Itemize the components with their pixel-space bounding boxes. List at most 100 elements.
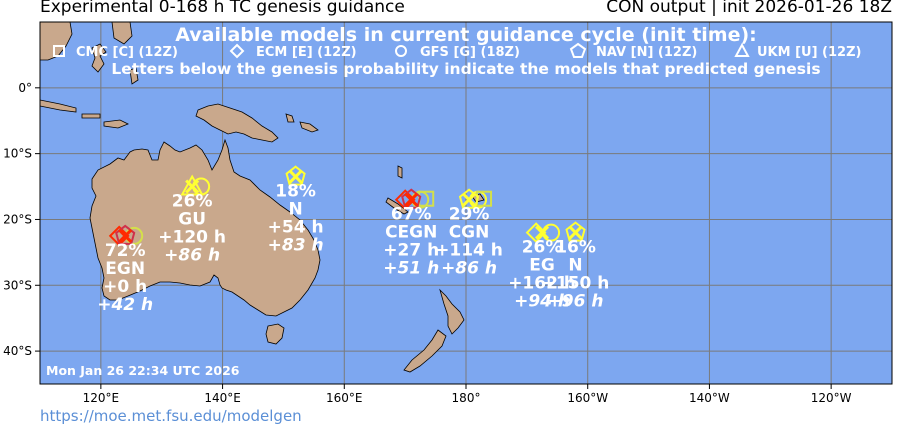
genesis-probability: 16% [555, 238, 596, 258]
moluccas [129, 67, 139, 85]
nav-marker [285, 165, 306, 186]
genesis-x-marker [535, 225, 550, 240]
genesis-system: 16%N+150 h+96 h [542, 221, 610, 312]
tasmania [265, 323, 285, 345]
x-tick-label: 180° [452, 391, 481, 405]
x-axis-ticks: 120°E 140°E 160°E 180° 160°W 140°W 120°W [83, 384, 852, 405]
x-tick-label: 140°E [204, 391, 241, 405]
nz-north [439, 288, 465, 335]
y-tick-label: 40°S [3, 344, 32, 358]
java [40, 99, 77, 113]
legend-item-nav: NAV [N] (12Z) [569, 42, 697, 60]
bougainville [285, 113, 295, 123]
genesis-time-mean: +83 h [268, 236, 324, 256]
genesis-probability: 72% [105, 241, 146, 261]
x-tick-label: 120°E [83, 391, 120, 405]
genesis-models: GU [178, 210, 206, 230]
x-tick-label: 140°W [689, 391, 730, 405]
svg-text:ECM [E] (12Z): ECM [E] (12Z) [256, 45, 357, 60]
grid-lines [40, 22, 892, 384]
genesis-system: 72%EGN+0 h+42 h [97, 224, 153, 315]
svg-text:UKM [U] (12Z): UKM [U] (12Z) [757, 45, 861, 60]
genesis-x-marker [568, 225, 583, 240]
y-tick-label: 30°S [3, 278, 32, 292]
flores [81, 113, 101, 119]
genesis-x-marker [461, 192, 477, 207]
solomon-islands [299, 121, 319, 133]
y-axis-ticks: 0° 10°S 20°S 30°S 40°S [3, 81, 40, 358]
genesis-time: +54 h [268, 218, 324, 238]
x-tick-label: 160°E [326, 391, 363, 405]
genesis-time: +114 h [435, 241, 503, 261]
genesis-x-marker [118, 228, 133, 243]
svg-text:CMC [C] (12Z): CMC [C] (12Z) [76, 45, 178, 60]
australia [89, 138, 321, 317]
genesis-system: 18%N+54 h+83 h [268, 165, 324, 256]
legend: Available models in current guidance cyc… [53, 24, 861, 78]
run-info: CON output | init 2026-01-26 18Z [606, 0, 892, 17]
genesis-time-mean: +86 h [441, 259, 497, 279]
legend-item-ukm: UKM [U] (12Z) [734, 42, 861, 60]
genesis-models: N [568, 256, 582, 276]
legend-title: Available models in current guidance cyc… [175, 24, 757, 46]
map-timestamp: Mon Jan 26 22:34 UTC 2026 [46, 363, 240, 378]
genesis-models: N [288, 200, 302, 220]
new-guinea [195, 103, 279, 143]
genesis-time-mean: +94 h [514, 292, 570, 312]
source-url[interactable]: https://moe.met.fsu.edu/modelgen [40, 407, 302, 425]
genesis-time: +120 h [158, 228, 226, 248]
legend-item-ecm: ECM [E] (12Z) [229, 43, 357, 60]
genesis-models: EG [529, 256, 555, 276]
genesis-time: +0 h [103, 277, 147, 297]
genesis-probability: 26% [172, 192, 213, 212]
y-tick-label: 10°S [3, 147, 32, 161]
svg-text:GFS [G] (18Z): GFS [G] (18Z) [420, 45, 520, 60]
genesis-probability: 18% [275, 182, 316, 202]
genesis-system: 26%EG+162 h+94 h [508, 222, 576, 312]
x-tick-label: 160°W [567, 391, 608, 405]
y-tick-label: 20°S [3, 212, 32, 226]
land-masses [40, 22, 485, 373]
genesis-time: +150 h [542, 274, 610, 294]
genesis-x-marker [288, 169, 303, 184]
timor [103, 119, 129, 129]
nav-marker [565, 221, 586, 242]
genesis-time-mean: +42 h [97, 295, 153, 315]
vanuatu [397, 165, 403, 179]
sulawesi [91, 43, 107, 73]
ecm-marker [525, 222, 547, 244]
legend-item-cmc: CMC [C] (12Z) [53, 45, 178, 60]
legend-item-gfs: GFS [G] (18Z) [395, 45, 520, 60]
genesis-probability: 29% [449, 205, 490, 225]
ukm-marker [180, 174, 204, 196]
genesis-models: CEGN [385, 223, 437, 243]
genesis-systems: 72%EGN+0 h+42 h26%GU+120 h+86 h18%N+54 h… [97, 165, 610, 315]
genesis-models: EGN [105, 259, 145, 279]
genesis-system: 26%GU+120 h+86 h [158, 174, 226, 266]
nav-marker [401, 188, 422, 209]
genesis-system: 67%CEGN+27 h+51 h [383, 188, 439, 279]
nav-marker [115, 224, 136, 245]
svg-text:NAV [N] (12Z): NAV [N] (12Z) [596, 45, 697, 60]
y-tick-label: 0° [18, 81, 32, 95]
map-title: Experimental 0-168 h TC genesis guidance [40, 0, 405, 17]
x-tick-label: 120°W [811, 391, 852, 405]
genesis-probability: 67% [391, 205, 432, 225]
genesis-time-mean: +51 h [383, 259, 439, 279]
genesis-time-mean: +96 h [548, 292, 604, 312]
genesis-time: +27 h [383, 241, 439, 261]
genesis-x-marker [404, 192, 419, 207]
borneo [40, 22, 73, 61]
genesis-time: +162 h [508, 274, 576, 294]
genesis-models: CGN [449, 223, 490, 243]
nav-marker [458, 188, 480, 209]
mindanao [111, 22, 133, 45]
legend-note: Letters below the genesis probability in… [111, 60, 820, 78]
genesis-probability: 26% [522, 238, 563, 258]
genesis-time-mean: +86 h [164, 246, 220, 266]
new-caledonia [385, 197, 409, 215]
nz-south [403, 329, 447, 373]
genesis-system: 29%CGN+114 h+86 h [435, 188, 503, 279]
genesis-x-marker [185, 179, 200, 194]
